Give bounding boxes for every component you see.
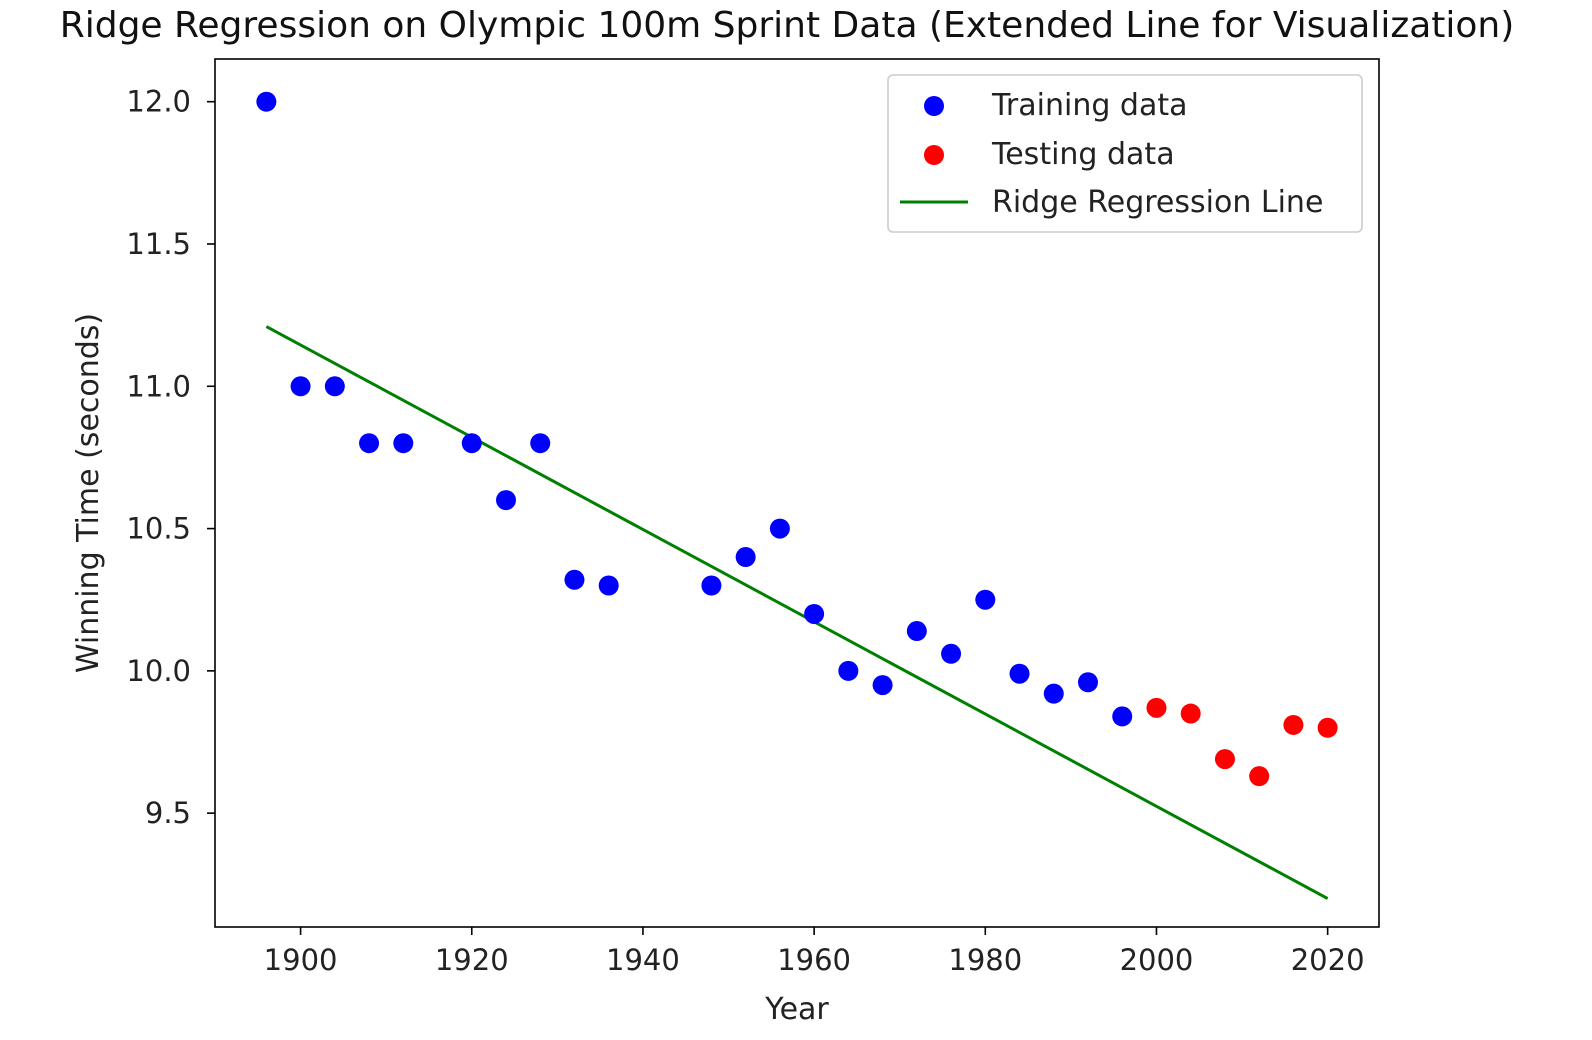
- x-axis-label: Year: [764, 992, 829, 1027]
- training-data-point: [393, 433, 414, 454]
- testing-data-point: [1214, 749, 1235, 770]
- y-tick-label: 10.5: [126, 512, 191, 546]
- testing-data-point: [1317, 717, 1338, 738]
- regression-line-layer: [265, 325, 1329, 900]
- training-data-point: [769, 518, 790, 539]
- training-data-point: [838, 660, 859, 681]
- y-tick-label: 11.0: [126, 369, 191, 403]
- training-data-point: [701, 575, 722, 596]
- y-tick-label: 12.0: [126, 85, 191, 119]
- training-data-point: [598, 575, 619, 596]
- training-data-point: [359, 433, 380, 454]
- x-tick-label: 2020: [1291, 943, 1365, 977]
- testing-data-point: [1180, 703, 1201, 724]
- x-tick-label: 1960: [777, 943, 851, 977]
- training-data-point: [906, 621, 927, 642]
- y-tick-label: 10.0: [126, 654, 191, 688]
- legend-box: [887, 74, 1363, 233]
- plot-area-frame: [214, 58, 1380, 928]
- legend-marker-testing: [924, 145, 944, 165]
- training-data-point: [872, 675, 893, 696]
- training-data-point: [1009, 663, 1030, 684]
- legend-label-regression-line: Ridge Regression Line: [992, 185, 1323, 220]
- x-axis-ticks: 1900 1920 1940 1960 1980 2000 2020: [264, 927, 1365, 977]
- testing-data-point: [1146, 697, 1167, 718]
- y-tick-label: 11.5: [126, 227, 191, 261]
- x-tick-label: 2000: [1120, 943, 1194, 977]
- y-tick-label: 9.5: [145, 796, 191, 830]
- training-data-point: [324, 376, 345, 397]
- points-layer: [256, 91, 1338, 787]
- legend-marker-training: [924, 96, 944, 116]
- training-data-point: [564, 569, 585, 590]
- training-data-point: [530, 433, 551, 454]
- x-tick-label: 1940: [606, 943, 680, 977]
- legend: Training data Testing data Ridge Regress…: [887, 74, 1363, 233]
- training-data-point: [1112, 706, 1133, 727]
- training-data-point: [941, 643, 962, 664]
- chart-title: Ridge Regression on Olympic 100m Sprint …: [60, 5, 1515, 46]
- training-data-point: [461, 433, 482, 454]
- testing-data-point: [1249, 766, 1270, 787]
- training-data-point: [1078, 672, 1098, 693]
- legend-label-testing: Testing data: [991, 137, 1175, 172]
- training-data-point: [804, 603, 825, 624]
- y-axis-label: Winning Time (seconds): [71, 313, 106, 673]
- training-data-point: [1043, 683, 1064, 704]
- y-axis-ticks: 9.5 10.0 10.5 11.0 11.5 12.0: [126, 85, 215, 830]
- training-data-point: [256, 91, 277, 112]
- training-data-point: [735, 547, 756, 568]
- training-data-point: [975, 589, 996, 610]
- training-data-point: [290, 376, 311, 397]
- x-tick-label: 1980: [948, 943, 1022, 977]
- training-data-point: [496, 490, 516, 511]
- regression-line: [265, 325, 1329, 900]
- testing-data-point: [1283, 714, 1304, 735]
- x-tick-label: 1920: [435, 943, 509, 977]
- legend-label-training: Training data: [991, 88, 1187, 123]
- x-tick-label: 1900: [264, 943, 338, 977]
